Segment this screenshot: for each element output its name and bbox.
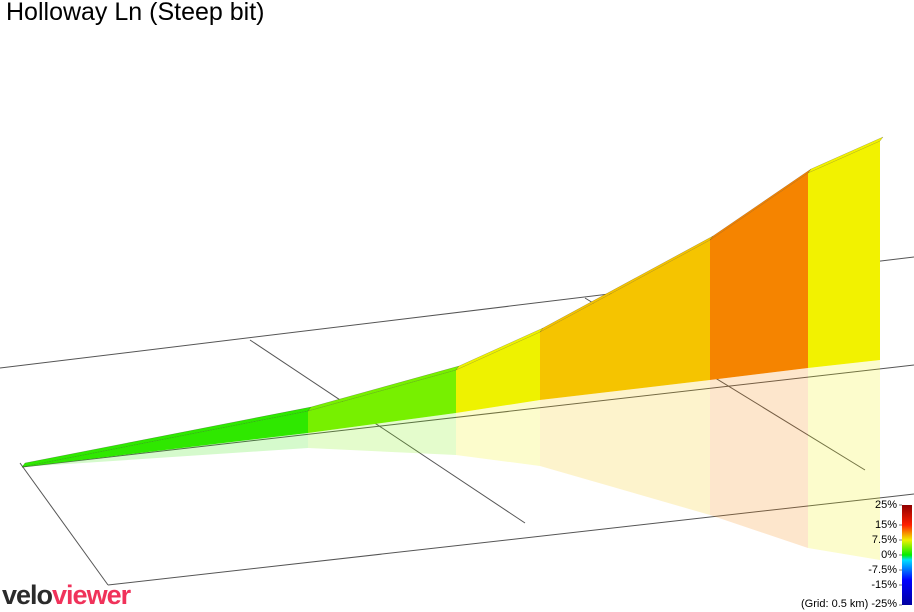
segment: [710, 173, 808, 380]
colorbar-label: 0%: [881, 549, 897, 561]
segment: [808, 141, 880, 368]
segment-reflection: [710, 368, 808, 548]
logo: veloviewer: [2, 580, 132, 610]
profile: [21, 136, 884, 468]
segment-reflection: [808, 360, 880, 560]
segment: [456, 332, 540, 413]
grid-note: (Grid: 0.5 km) -25%: [801, 598, 897, 610]
segment: [540, 240, 710, 400]
title: Holloway Ln (Steep bit): [6, 0, 264, 26]
segment: [308, 370, 456, 433]
colorbar-label: -15%: [871, 579, 897, 591]
colorbar-label: -7.5%: [868, 564, 897, 576]
colorbar: [902, 505, 912, 605]
segment-reflection: [456, 400, 540, 466]
colorbar-label: 25%: [875, 499, 897, 511]
colorbar-label: 15%: [875, 519, 897, 531]
colorbar-label: 7.5%: [872, 534, 897, 546]
segment-top: [807, 136, 884, 174]
segment-reflection: [308, 413, 456, 455]
segment-reflection: [540, 380, 710, 515]
